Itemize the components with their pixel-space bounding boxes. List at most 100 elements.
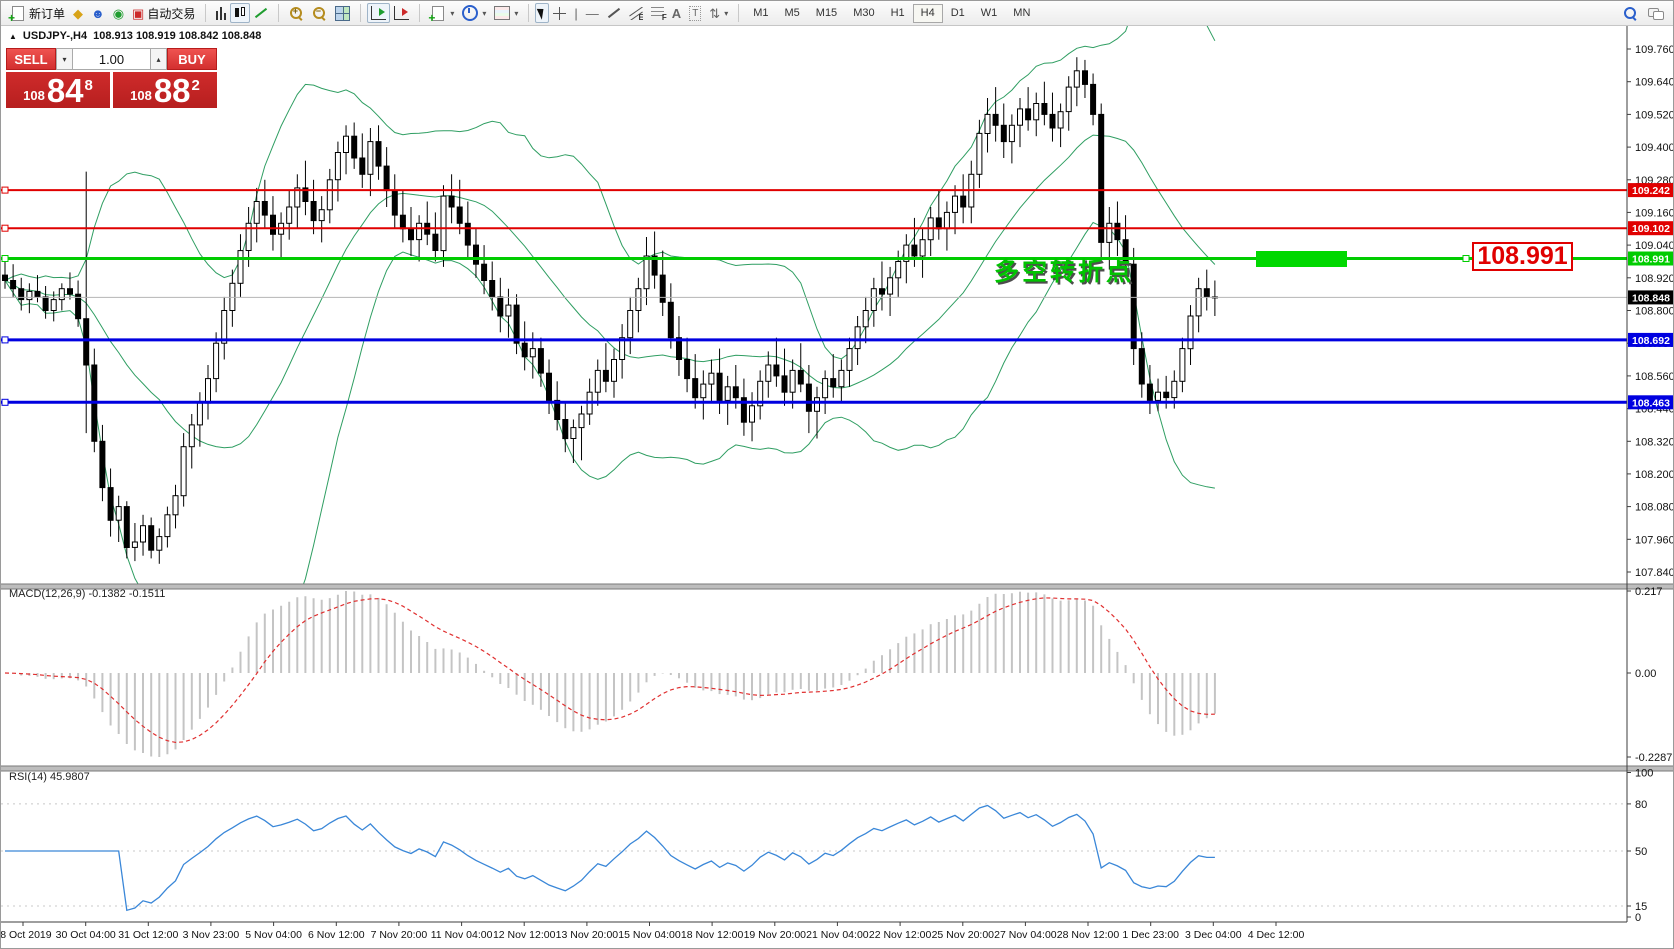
buy-price-button[interactable]: 108 88 2 (113, 72, 217, 108)
svg-text:108.560: 108.560 (1635, 371, 1674, 383)
tile-windows-button[interactable] (331, 3, 354, 23)
signals-button[interactable]: ◉ (109, 3, 128, 23)
svg-text:1 Dec 23:00: 1 Dec 23:00 (1122, 929, 1179, 941)
svg-text:13 Nov 20:00: 13 Nov 20:00 (556, 929, 619, 941)
svg-text:28 Nov 12:00: 28 Nov 12:00 (1057, 929, 1120, 941)
horizontal-line-tool-button[interactable]: — (582, 3, 603, 23)
zoom-out-button[interactable]: − (308, 3, 331, 23)
arrows-icon: ⇅ (709, 5, 721, 21)
price-callout-box: 108.991 (1472, 242, 1573, 271)
chevron-down-icon: ▾ (482, 8, 487, 18)
bid-pip: 8 (84, 77, 93, 94)
chart-shift-button[interactable] (390, 3, 413, 23)
svg-text:108.800: 108.800 (1635, 306, 1674, 318)
buy-button[interactable]: BUY (167, 48, 217, 70)
rsi-label: RSI(14) 45.9807 (9, 771, 90, 783)
new-order-icon: + (8, 5, 26, 24)
svg-text:108.200: 108.200 (1635, 469, 1674, 481)
svg-text:109.760: 109.760 (1635, 44, 1674, 56)
timeframe-h1[interactable]: H1 (890, 6, 905, 19)
templates-button[interactable]: ▾ (490, 3, 522, 23)
candlestick-chart-button[interactable] (230, 3, 251, 23)
svg-text:0.00: 0.00 (1635, 668, 1656, 680)
svg-text:109.640: 109.640 (1635, 77, 1674, 89)
sell-button[interactable]: SELL (6, 48, 56, 70)
collapse-icon[interactable]: ▲ (9, 31, 17, 41)
timeframe-w1[interactable]: W1 (980, 6, 998, 19)
channel-tool-button[interactable]: E (625, 3, 647, 23)
symbol-name: USDJPY-,H4 (22, 30, 88, 42)
svg-text:18 Nov 12:00: 18 Nov 12:00 (681, 929, 744, 941)
market-watch-button[interactable]: ☻ (87, 3, 109, 23)
arrows-tool-button[interactable]: ⇅ ▾ (705, 3, 732, 23)
chart-annotation-text: 多空转折点 (994, 258, 1135, 286)
volume-decrease-button[interactable]: ▾ (56, 48, 73, 70)
cursor-tool-button[interactable] (535, 3, 550, 23)
vertical-line-icon: | (574, 5, 578, 21)
text-label-tool-button[interactable]: T (685, 3, 705, 23)
new-order-button[interactable]: + 新订单 (6, 3, 69, 24)
svg-text:108.463: 108.463 (1632, 397, 1670, 409)
svg-text:108.080: 108.080 (1635, 502, 1674, 514)
horizontal-lines[interactable] (1, 186, 1627, 406)
text-label-icon: T (689, 5, 702, 21)
svg-text:107.840: 107.840 (1635, 567, 1674, 579)
svg-text:109.040: 109.040 (1635, 240, 1674, 252)
sell-price-button[interactable]: 108 84 8 (6, 72, 110, 108)
macd-panel (4, 591, 1216, 757)
symbol-ohlc: 108.913 108.919 108.842 108.848 (93, 30, 262, 42)
zoom-in-icon: + (289, 6, 304, 21)
svg-text:108.991: 108.991 (1632, 254, 1670, 266)
volume-input[interactable] (73, 48, 150, 70)
svg-text:15: 15 (1635, 901, 1647, 913)
svg-text:12 Nov 12:00: 12 Nov 12:00 (493, 929, 556, 941)
line-chart-button[interactable] (250, 3, 272, 23)
equidistant-channel-icon: E (628, 6, 643, 20)
bar-chart-icon (216, 6, 227, 20)
timeframe-m5[interactable]: M5 (784, 6, 800, 19)
main-toolbar: + 新订单 ◆ ☻ ◉ ▣ 自动交易 + − (1, 1, 1673, 26)
timeframe-m30[interactable]: M30 (853, 6, 875, 19)
chat-icon[interactable] (1648, 7, 1664, 20)
price-axis[interactable]: 109.760109.640109.520109.400109.280109.1… (1626, 26, 1674, 924)
trendline-tool-button[interactable] (603, 3, 625, 23)
line-chart-icon (255, 7, 268, 19)
crosshair-icon (553, 6, 567, 20)
auto-scroll-icon (371, 6, 387, 20)
candles (2, 57, 1218, 564)
indicators-button[interactable]: + ▾ (426, 3, 458, 24)
zoom-in-button[interactable]: + (285, 3, 308, 23)
periods-button[interactable]: ▾ (458, 3, 490, 23)
svg-text:30 Oct 04:00: 30 Oct 04:00 (56, 929, 116, 941)
autotrade-button[interactable]: ▣ 自动交易 (128, 3, 199, 23)
vertical-line-tool-button[interactable]: | (570, 3, 581, 23)
volume-increase-button[interactable]: ▴ (150, 48, 167, 70)
chevron-down-icon: ▾ (450, 8, 455, 18)
timeframe-group: M1 M5 M15 M30 H1 H4 D1 W1 MN (743, 1, 1040, 25)
text-tool-button[interactable]: A (668, 3, 685, 23)
svg-text:109.160: 109.160 (1635, 207, 1674, 219)
crosshair-tool-button[interactable] (549, 3, 570, 23)
fibonacci-tool-button[interactable]: F (647, 3, 668, 23)
auto-scroll-button[interactable] (367, 3, 391, 23)
svg-text:0.217: 0.217 (1635, 586, 1663, 598)
svg-text:109.102: 109.102 (1632, 223, 1670, 235)
svg-text:80: 80 (1635, 799, 1647, 811)
timeframe-mn[interactable]: MN (1013, 6, 1031, 19)
ask-main: 88 (153, 72, 191, 109)
timeframe-m1[interactable]: M1 (753, 6, 769, 19)
template-icon (494, 6, 511, 20)
chart-shift-icon (394, 6, 410, 20)
timeframe-d1[interactable]: D1 (950, 6, 965, 19)
search-icon[interactable] (1623, 6, 1638, 21)
toolbar-separator (419, 4, 421, 22)
timeframe-m15[interactable]: M15 (815, 6, 838, 19)
bar-chart-button[interactable] (212, 3, 230, 23)
styles-button[interactable]: ◆ (69, 3, 87, 23)
toolbar-separator (205, 4, 207, 22)
timeframe-h4[interactable]: H4 (912, 3, 943, 23)
svg-text:11 Nov 04:00: 11 Nov 04:00 (431, 929, 493, 941)
